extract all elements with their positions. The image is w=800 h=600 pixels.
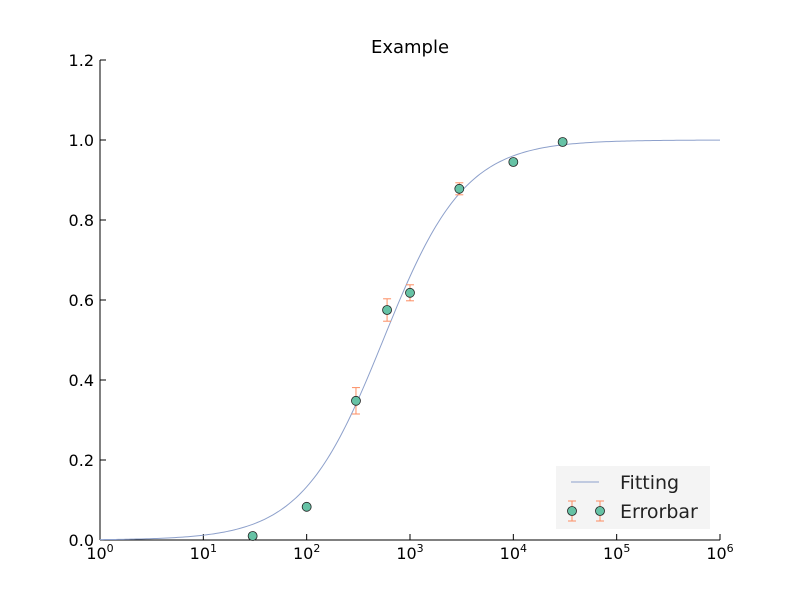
plot-area: [99, 137, 721, 541]
data-point: [301, 501, 312, 512]
y-tick-label: 1.2: [69, 51, 94, 70]
y-tick-label: 1.0: [69, 131, 94, 150]
y-tick-label: 0.8: [69, 211, 94, 230]
data-point: [454, 183, 465, 194]
legend-label-errorbar: Errorbar: [620, 501, 698, 523]
legend-box: [556, 466, 710, 529]
x-tick-label: 104: [500, 542, 527, 563]
y-tick-label: 0.4: [69, 371, 94, 390]
x-tick-label: 102: [293, 542, 320, 563]
data-point: [247, 531, 258, 541]
data-point: [382, 305, 392, 315]
legend-label-fitting: Fitting: [620, 472, 679, 494]
y-ticks: 0.0 0.2 0.4 0.6 0.8 1.0 1.2: [69, 51, 106, 550]
x-tick-label: 101: [190, 542, 217, 563]
legend: Fitting Errorbar: [556, 466, 710, 529]
data-point: [405, 287, 415, 298]
y-tick-label: 0.0: [69, 531, 94, 550]
data-point: [508, 157, 519, 167]
chart-title: Example: [371, 37, 449, 58]
x-tick-label: 103: [396, 542, 423, 563]
data-point: [557, 137, 568, 147]
y-tick-label: 0.6: [69, 291, 94, 310]
fitting-curve: [99, 139, 721, 541]
y-tick-label: 0.2: [69, 451, 94, 470]
x-tick-label: 105: [603, 542, 630, 563]
x-tick-label: 106: [706, 542, 733, 563]
x-tick-label: 100: [86, 542, 113, 563]
legend-errorbar-sample: [567, 500, 605, 522]
x-ticks: 100 101 102 103 104 105 106: [86, 534, 734, 563]
data-point: [351, 395, 361, 406]
